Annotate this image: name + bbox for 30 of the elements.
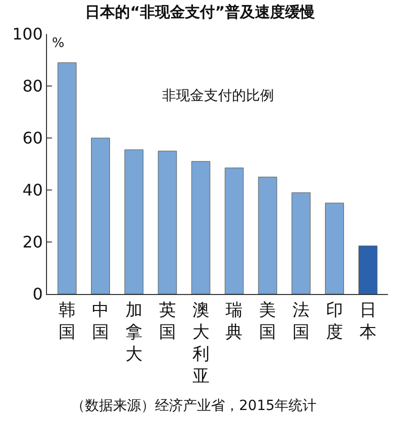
y-tick-label: 80 xyxy=(22,76,43,96)
bar xyxy=(91,138,110,294)
y-tick-label: 100 xyxy=(12,24,43,44)
bar xyxy=(358,246,378,294)
bar xyxy=(191,161,210,294)
y-tick-label: 40 xyxy=(22,180,43,200)
x-tick-label: 中国 xyxy=(92,300,109,342)
x-tick-label: 印度 xyxy=(326,300,344,342)
bar xyxy=(58,62,76,294)
x-tick-label: 澳大利亚 xyxy=(192,300,210,387)
x-tick-label: 加拿大 xyxy=(125,300,142,365)
chart-title: 日本的“非现金支付”普及速度缓慢 xyxy=(85,3,315,22)
bar xyxy=(292,192,311,294)
y-axis-title: % xyxy=(52,36,64,51)
bar xyxy=(124,149,144,294)
bar xyxy=(258,176,278,294)
text: （数据来源）经济产业省，2015年统计 xyxy=(71,398,317,414)
y-tick-label: 60 xyxy=(22,128,43,148)
bar xyxy=(325,202,344,294)
y-tick-label: 20 xyxy=(22,232,43,252)
y-tick-label: 0 xyxy=(32,284,43,304)
bar xyxy=(158,150,177,294)
x-tick-label: 法国 xyxy=(292,300,310,342)
annotation: 非现金支付的比例 xyxy=(162,88,274,104)
x-tick-label: 韩国 xyxy=(58,300,76,342)
bar xyxy=(224,168,244,294)
x-tick-label: 美国 xyxy=(259,300,276,342)
x-tick-label: 日本 xyxy=(359,300,376,342)
x-tick-label: 瑞典 xyxy=(226,300,243,342)
x-tick-label: 英国 xyxy=(158,300,176,342)
